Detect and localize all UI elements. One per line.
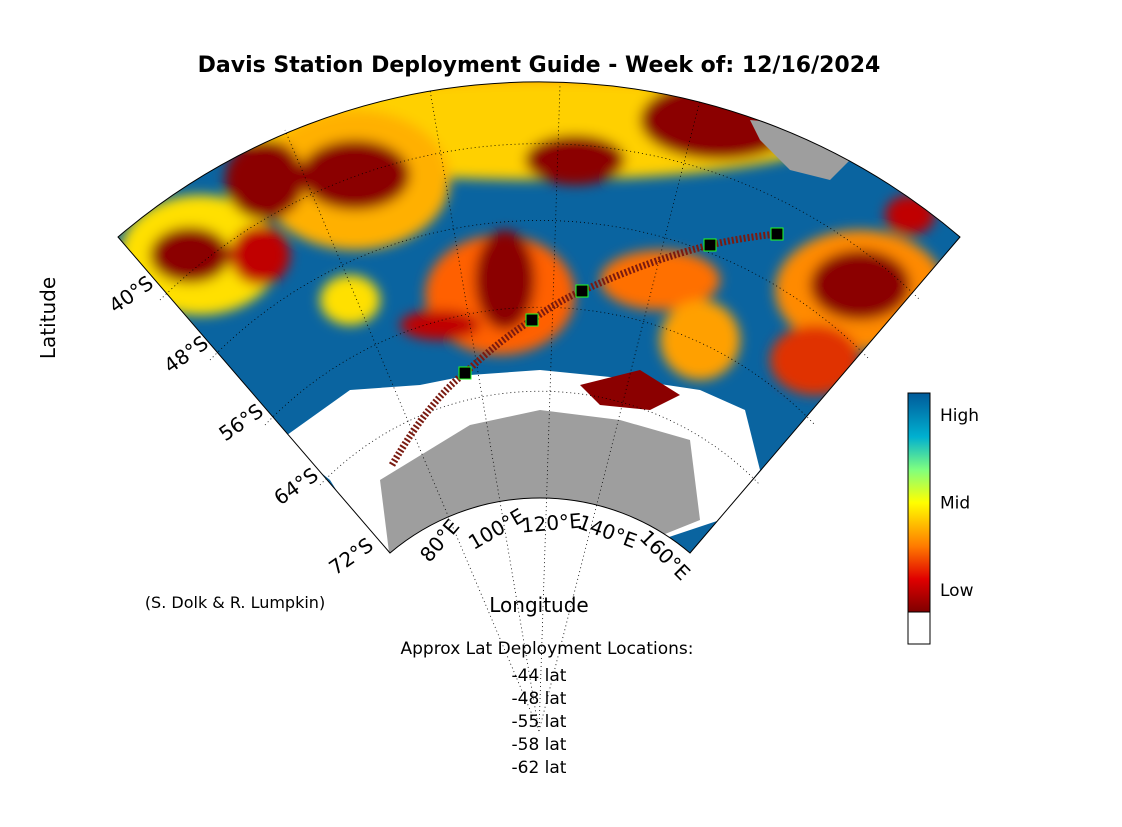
credit: (S. Dolk & R. Lumpkin) bbox=[145, 593, 325, 612]
lat-label: 64°S bbox=[269, 463, 322, 510]
field bbox=[118, 81, 960, 554]
deployment-heading: Approx Lat Deployment Locations: bbox=[400, 639, 693, 659]
deployment-item: -44 lat bbox=[512, 666, 567, 686]
deployment-list: -44 lat -48 lat -55 lat -58 lat -62 lat bbox=[512, 666, 567, 778]
lon-label: 120°E bbox=[520, 508, 583, 537]
graticule bbox=[159, 84, 921, 732]
deployment-item: -62 lat bbox=[512, 758, 567, 778]
colorbar-labels: High Mid Low bbox=[940, 406, 979, 601]
deployment-markers bbox=[458, 227, 784, 380]
lat-label: 40°S bbox=[104, 271, 157, 318]
deployment-item: -48 lat bbox=[512, 689, 567, 709]
colorbar bbox=[907, 392, 931, 613]
colorbar-blank bbox=[907, 611, 931, 645]
lon-label: 100°E bbox=[464, 503, 529, 554]
colorbar-label: Low bbox=[940, 581, 974, 601]
title: Davis Station Deployment Guide - Week of… bbox=[198, 53, 881, 78]
deployment-item: -58 lat bbox=[512, 735, 567, 755]
lat-label: 72°S bbox=[324, 533, 377, 580]
colorbar-label: High bbox=[940, 406, 979, 426]
y-axis-label: Latitude bbox=[36, 277, 60, 359]
deployment-item: -55 lat bbox=[512, 712, 567, 732]
x-axis-label: Longitude bbox=[489, 593, 588, 617]
colorbar-label: Mid bbox=[940, 494, 970, 514]
lat-label: 56°S bbox=[214, 399, 267, 446]
